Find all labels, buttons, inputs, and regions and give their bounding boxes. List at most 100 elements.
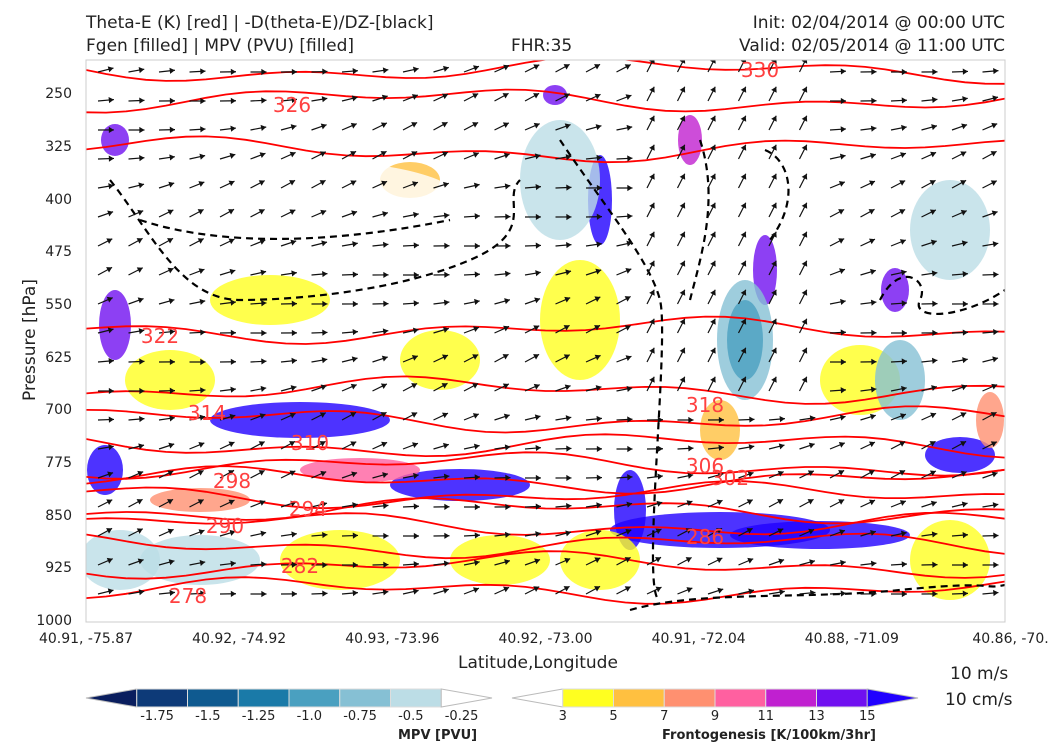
wind-arrow [768, 558, 785, 566]
wind-arrow [676, 202, 686, 218]
wind-arrow [646, 445, 664, 452]
wind-arrow [951, 561, 969, 569]
wind-arrow [341, 441, 357, 450]
wind-arrow [982, 502, 999, 509]
wind-arrow [738, 416, 755, 423]
wind-arrow [829, 153, 846, 160]
wind-arrow [676, 289, 686, 305]
fgen-tick: 3 [558, 709, 567, 724]
wind-arrow [616, 213, 633, 220]
wind-arrow [494, 413, 510, 421]
y-tick-label: 850 [45, 507, 72, 524]
wind-arrow [829, 126, 847, 133]
wind-arrow [463, 298, 480, 305]
wind-arrow [494, 64, 510, 73]
wind-arrow [890, 561, 908, 568]
wind-arrow [494, 213, 511, 220]
wind-arrow [372, 94, 388, 102]
wind-arrow [189, 298, 206, 305]
wind-arrow [616, 64, 631, 73]
wind-arrow [921, 239, 937, 247]
wind-arrow [768, 347, 777, 363]
wind-arrow [463, 93, 479, 102]
wind-arrow [341, 271, 359, 278]
wind-arrow [921, 270, 938, 277]
wind-arrow [829, 529, 846, 537]
wind-arrow [402, 503, 420, 510]
wind-arrow [798, 115, 808, 131]
fgen-tick: 11 [757, 709, 775, 724]
fill-patch [390, 469, 530, 501]
fgen-tick: 13 [808, 709, 825, 724]
wind-arrow [951, 96, 968, 103]
fill-patch [910, 180, 990, 280]
wind-arrow [158, 498, 174, 508]
wind-arrow [585, 385, 602, 392]
wind-arrow [280, 209, 296, 218]
fill-patch [520, 120, 600, 240]
wind-arrow [677, 472, 694, 479]
wind-arrow [433, 93, 449, 102]
wind-arrow [524, 586, 540, 595]
wind-arrow [585, 296, 601, 305]
wind-arrow [829, 590, 847, 597]
theta-e-line [86, 532, 1005, 560]
wind-arrow [555, 123, 571, 131]
wind-arrow [768, 115, 777, 131]
wind-arrow [524, 297, 541, 305]
wind-arrow [219, 68, 237, 75]
mpv-tick: -0.75 [343, 709, 377, 724]
wind-arrow [158, 298, 175, 305]
wind-arrow [524, 153, 541, 160]
wind-arrow [97, 327, 114, 334]
wind-arrow [646, 376, 655, 392]
wind-arrow [799, 528, 815, 537]
wind-arrow [951, 384, 968, 392]
wind-arrow [372, 441, 388, 450]
fgen-colorbar-segment [562, 688, 614, 708]
wind-arrow [219, 152, 236, 160]
stability-dashed-line [879, 275, 1005, 315]
wind-arrow [494, 531, 511, 538]
title-left-1: Theta-E (K) [red] | -D(theta-E)/DZ-[blac… [86, 13, 434, 33]
wind-arrow [372, 472, 389, 479]
wind-arrow [463, 443, 480, 450]
wind-arrow [463, 326, 480, 334]
stability-dashed-line [629, 583, 1005, 612]
wind-arrow [768, 144, 777, 160]
wind-arrow [860, 590, 877, 597]
wind-arrow [341, 383, 357, 392]
wind-arrow [585, 557, 601, 566]
wind-arrow [616, 124, 633, 131]
wind-arrow [189, 97, 206, 105]
wind-arrow [860, 386, 877, 393]
wind-arrow [585, 415, 602, 422]
mpv-tick: -0.25 [444, 709, 479, 724]
fgen-colorbar-segment [663, 688, 716, 708]
theta-e-label: 290 [206, 514, 244, 538]
wind-arrow [463, 65, 480, 73]
wind-arrow [494, 559, 511, 566]
fill-patch [976, 392, 1004, 448]
theta-e-label: 318 [686, 393, 724, 417]
wind-arrow [219, 208, 235, 218]
wind-arrow [585, 184, 603, 192]
wind-arrow [738, 471, 754, 479]
wind-arrow [677, 556, 692, 566]
wind-key-horizontal: 10 m/s [950, 664, 1009, 684]
wind-arrow [585, 154, 602, 161]
wind-arrow [189, 387, 206, 394]
wind-arrow [951, 329, 969, 336]
fill-patch [875, 340, 925, 420]
wind-arrow [158, 559, 175, 566]
wind-arrow [250, 97, 267, 104]
wind-arrow [829, 329, 847, 336]
wind-arrow [341, 356, 358, 363]
wind-arrow [311, 412, 327, 421]
wind-arrow [585, 124, 602, 131]
wind-arrow [646, 202, 655, 218]
wind-arrow [921, 179, 936, 189]
wind-arrow [97, 416, 115, 423]
fill-patch [727, 300, 763, 380]
wind-arrow [341, 411, 357, 421]
